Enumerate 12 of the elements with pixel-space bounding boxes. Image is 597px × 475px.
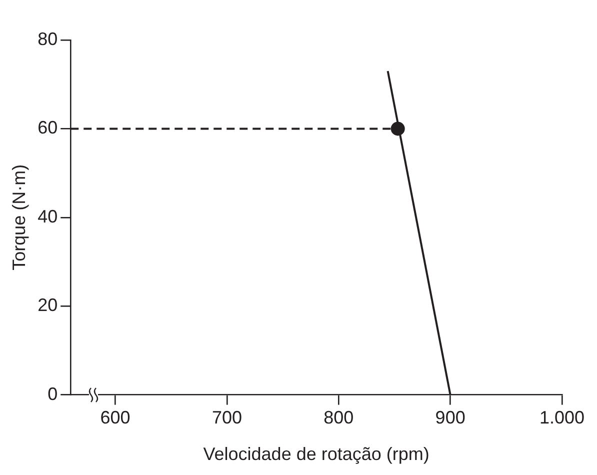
x-tick-label: 1.000 [539,408,585,428]
x-tick-label: 800 [324,408,354,428]
x-tick-label: 600 [100,408,130,428]
y-tick-label: 40 [38,206,58,226]
y-tick-label: 0 [48,384,58,404]
y-tick-label: 20 [38,295,58,316]
y-axis-title: Torque (N·m) [8,164,29,270]
x-axis-title: Velocidade de rotação (rpm) [203,444,430,464]
y-tick-label: 80 [38,28,58,49]
y-tick-label: 60 [38,118,58,138]
x-tick-label: 900 [435,408,466,428]
x-tick-label: 700 [212,408,242,428]
